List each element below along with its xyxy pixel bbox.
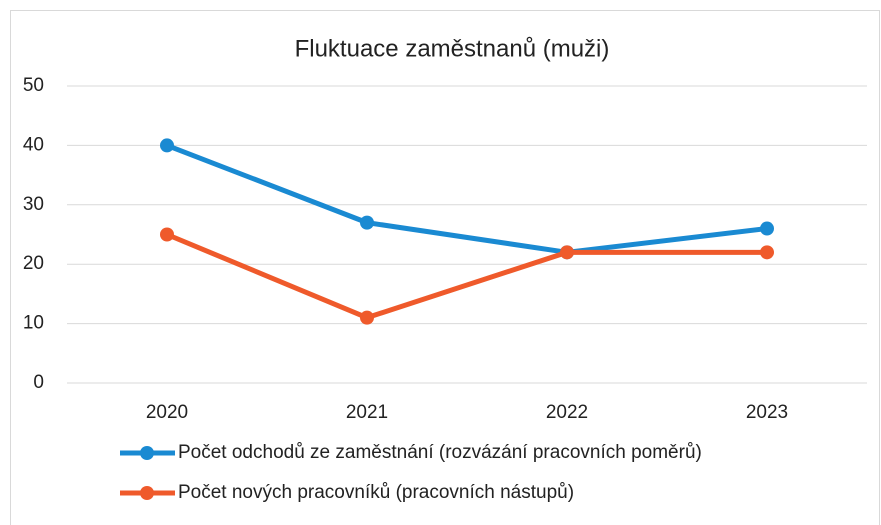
x-tick-label: 2023: [746, 402, 788, 423]
data-point: [760, 245, 774, 260]
legend-swatch-marker: [140, 446, 154, 460]
data-point: [160, 227, 174, 242]
y-tick-label: 40: [23, 134, 44, 155]
y-tick-label: 20: [23, 253, 44, 274]
chart-title: Fluktuace zaměstnanů (muži): [295, 35, 610, 62]
x-tick-label: 2022: [546, 402, 588, 423]
legend-label: Počet odchodů ze zaměstnání (rozvázání p…: [178, 442, 702, 463]
y-tick-label: 10: [23, 313, 44, 334]
y-tick-label: 30: [23, 194, 44, 215]
data-point: [160, 138, 174, 153]
x-tick-label: 2020: [146, 402, 188, 423]
data-point: [560, 245, 574, 260]
data-point: [360, 215, 374, 230]
series-line: [166, 143, 768, 255]
series-line: [166, 232, 767, 321]
data-point: [760, 221, 774, 236]
chart-border: [10, 10, 880, 525]
legend-swatch-marker: [140, 486, 154, 500]
data-point: [360, 310, 374, 325]
x-tick-label: 2021: [346, 402, 388, 423]
legend-label: Počet nových pracovníků (pracovních nást…: [178, 482, 574, 503]
y-tick-label: 50: [23, 75, 44, 96]
y-tick-label: 0: [33, 372, 44, 393]
